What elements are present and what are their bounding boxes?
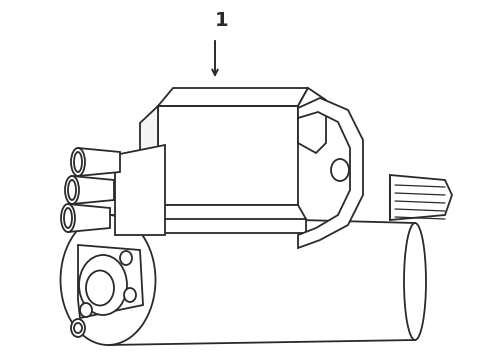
Ellipse shape: [71, 319, 85, 337]
Ellipse shape: [64, 208, 72, 228]
Polygon shape: [390, 175, 452, 220]
Polygon shape: [298, 98, 363, 248]
Ellipse shape: [79, 255, 127, 315]
Ellipse shape: [60, 215, 155, 345]
Polygon shape: [150, 205, 306, 233]
Polygon shape: [158, 88, 308, 106]
Ellipse shape: [80, 303, 92, 317]
Polygon shape: [115, 145, 165, 235]
Ellipse shape: [404, 223, 426, 340]
Ellipse shape: [61, 204, 75, 232]
Ellipse shape: [74, 152, 82, 172]
Polygon shape: [68, 204, 110, 232]
Polygon shape: [78, 148, 120, 176]
Polygon shape: [298, 88, 326, 153]
Ellipse shape: [74, 323, 82, 333]
Polygon shape: [158, 106, 298, 205]
Polygon shape: [140, 106, 158, 223]
Polygon shape: [72, 176, 114, 204]
Polygon shape: [108, 215, 415, 345]
Ellipse shape: [71, 148, 85, 176]
Ellipse shape: [331, 159, 349, 181]
Text: 1: 1: [215, 10, 229, 30]
Polygon shape: [78, 245, 143, 318]
Ellipse shape: [86, 270, 114, 306]
Ellipse shape: [65, 176, 79, 204]
Ellipse shape: [120, 251, 132, 265]
Ellipse shape: [124, 288, 136, 302]
Ellipse shape: [68, 180, 76, 200]
